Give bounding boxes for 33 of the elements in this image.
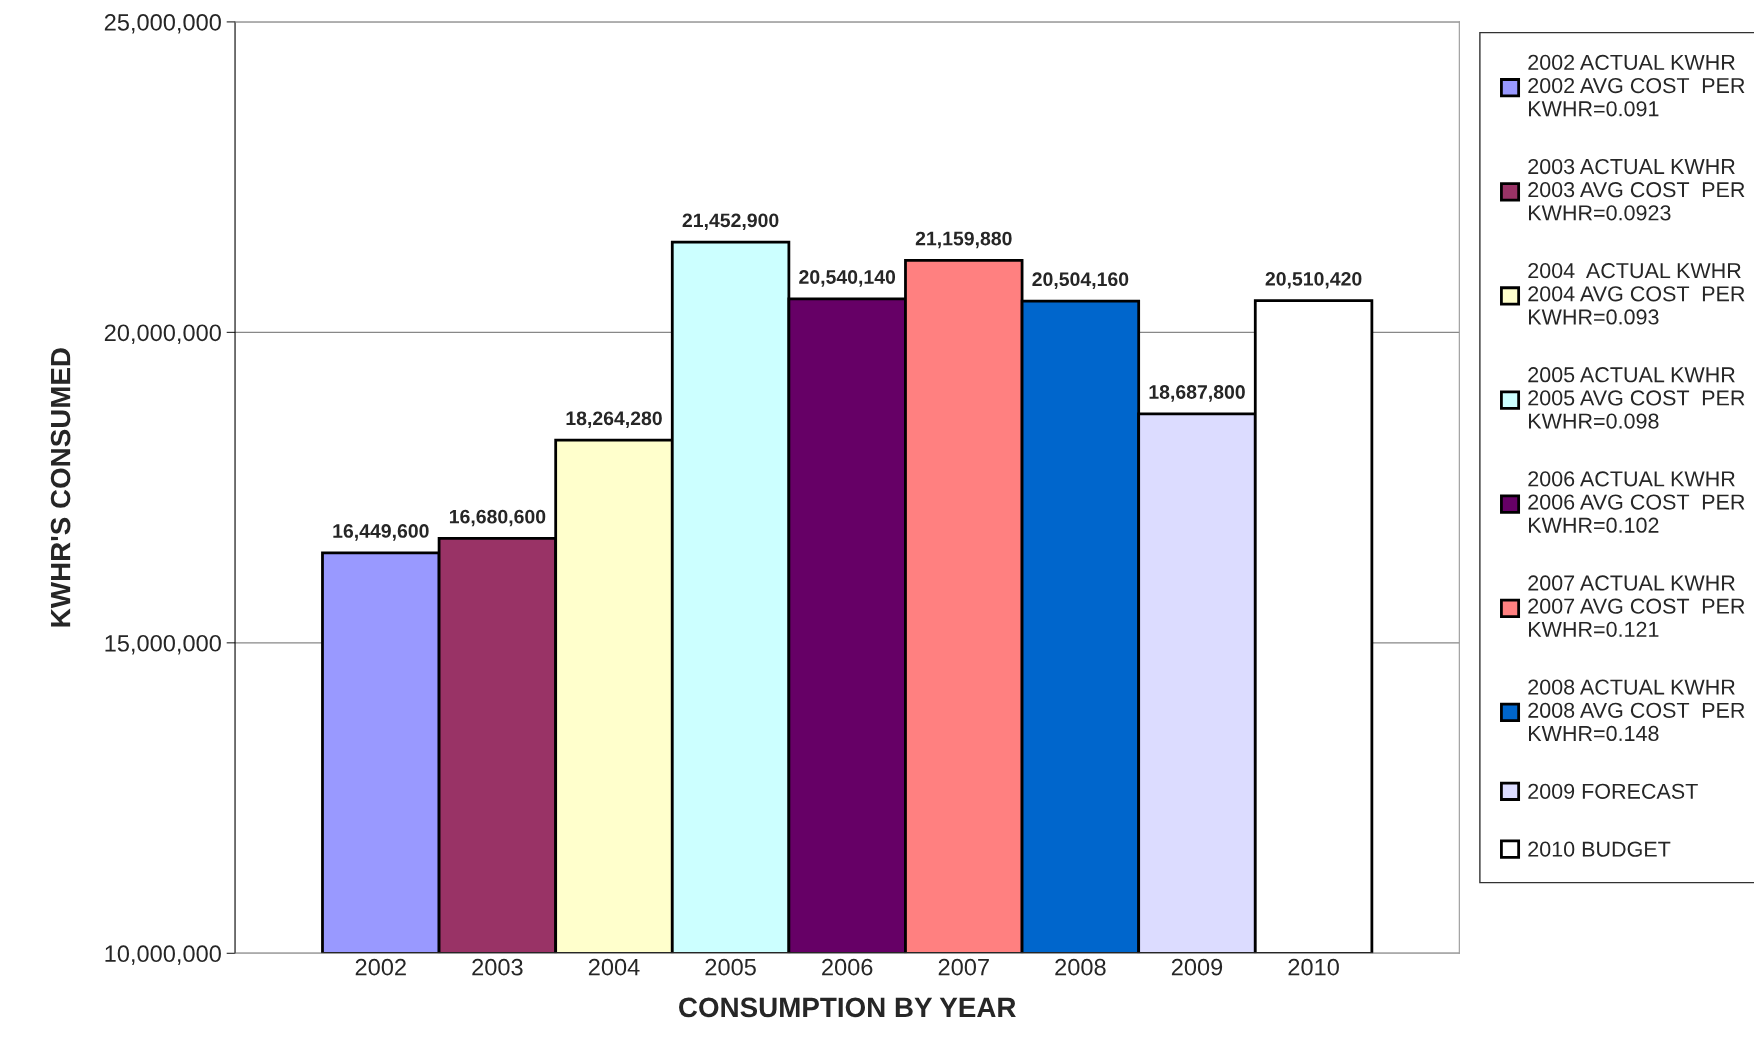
y-tick-label: 10,000,000 <box>105 945 221 965</box>
x-tick-label: 2007 <box>938 958 989 976</box>
legend-label: 2004 ACTUAL KWHR 2004 AVG COST PER KWHR=0.093 <box>1528 263 1745 325</box>
data-label: 21,452,900 <box>682 213 779 231</box>
data-label: 21,159,880 <box>915 231 1012 249</box>
legend-label: 2002 ACTUAL KWHR 2002 AVG COST PER KWHR=0.091 <box>1528 54 1745 117</box>
x-tick-label: 2003 <box>472 958 523 976</box>
x-axis-title: CONSUMPTION BY YEAR <box>679 997 1016 1018</box>
data-label: 18,687,800 <box>1149 385 1245 402</box>
x-tick-label: 2004 <box>588 958 640 976</box>
x-tick-label: 2010 <box>1288 958 1339 976</box>
x-tick-label: 2009 <box>1171 958 1223 976</box>
y-tick-label: 15,000,000 <box>105 634 221 655</box>
x-tick-label: 2006 <box>822 958 873 976</box>
legend-label: 2007 ACTUAL KWHR 2007 AVG COST PER KWHR=0.121 <box>1528 575 1745 637</box>
data-label: 16,449,600 <box>333 524 429 541</box>
legend-label: 2003 ACTUAL KWHR 2003 AVG COST PER KWHR=0.0923 <box>1528 158 1745 221</box>
x-tick-label: 2005 <box>705 958 756 976</box>
y-tick-label: 20,000,000 <box>104 324 221 344</box>
y-axis-title: KWHR'S CONSUMED <box>50 348 71 627</box>
data-label: 20,504,160 <box>1032 272 1129 289</box>
y-tick-label: 25,000,000 <box>104 13 221 34</box>
legend-label: 2006 ACTUAL KWHR 2006 AVG COST PER KWHR=0.102 <box>1528 471 1745 533</box>
legend-label: 2008 ACTUAL KWHR 2008 AVG COST PER KWHR=0.148 <box>1528 679 1745 742</box>
legend-label: 2005 ACTUAL KWHR 2005 AVG COST PER KWHR=0.098 <box>1528 367 1745 429</box>
x-tick-label: 2002 <box>355 958 406 976</box>
data-label: 16,680,600 <box>449 509 546 527</box>
data-label: 18,264,280 <box>566 411 662 429</box>
x-tick-label: 2008 <box>1055 958 1106 976</box>
data-label: 20,510,420 <box>1265 271 1362 289</box>
legend-label: 2009 FORECAST <box>1528 783 1698 799</box>
legend-label: 2010 BUDGET <box>1528 841 1671 857</box>
data-label: 20,540,140 <box>799 270 896 287</box>
